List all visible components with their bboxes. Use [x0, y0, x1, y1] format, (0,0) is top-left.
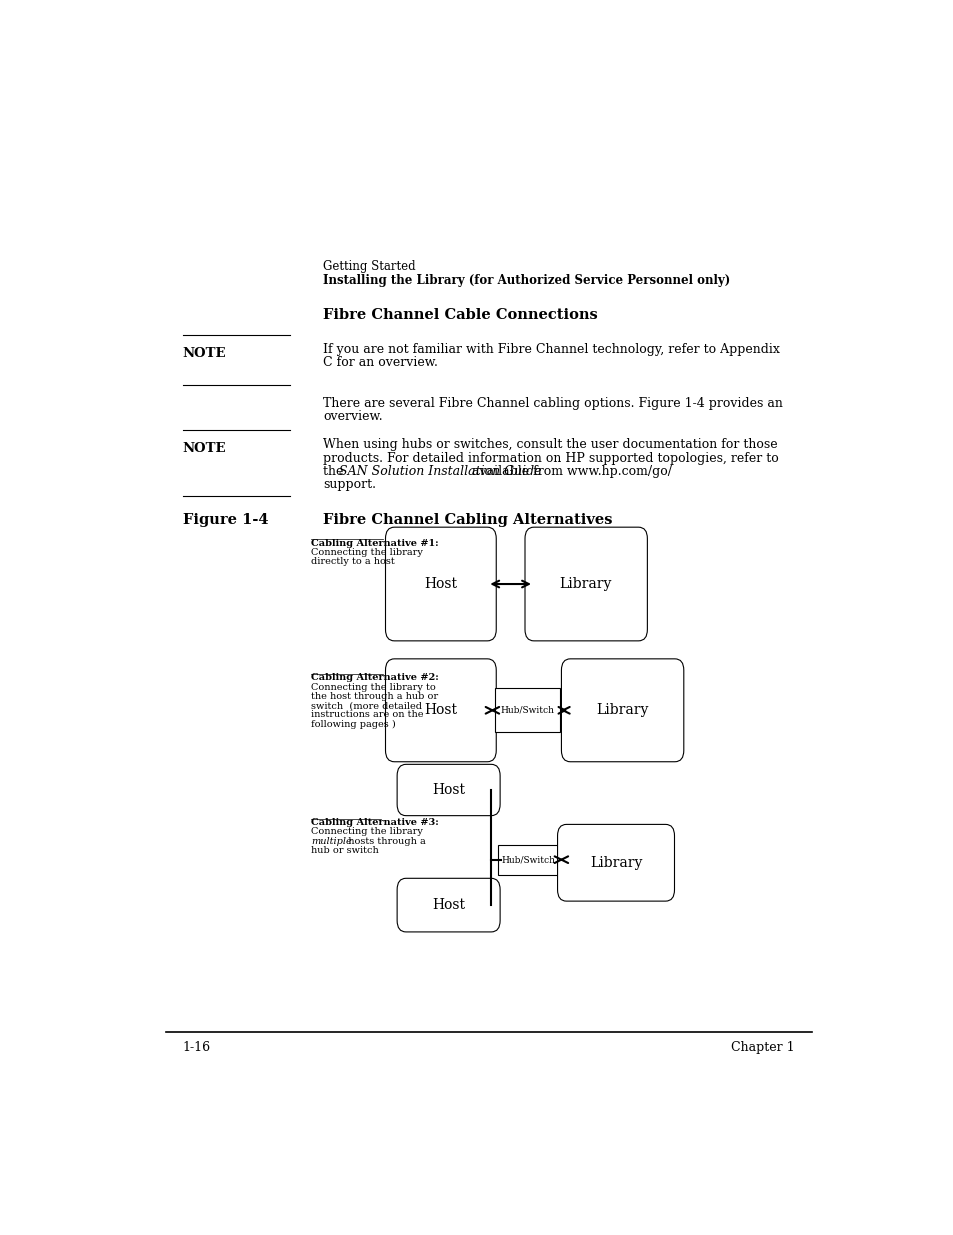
Text: Host: Host [432, 898, 465, 913]
FancyBboxPatch shape [385, 658, 496, 762]
Text: Chapter 1: Chapter 1 [731, 1041, 794, 1055]
FancyBboxPatch shape [524, 527, 647, 641]
Text: directly to a host: directly to a host [311, 557, 395, 566]
Text: Connecting the library: Connecting the library [311, 827, 423, 836]
Text: Host: Host [424, 577, 456, 592]
Text: Cabling Alternative #1:: Cabling Alternative #1: [311, 538, 438, 547]
Text: Cabling Alternative #2:: Cabling Alternative #2: [311, 673, 438, 683]
FancyBboxPatch shape [560, 658, 683, 762]
Text: Hub/Switch: Hub/Switch [501, 855, 555, 864]
FancyBboxPatch shape [495, 688, 559, 732]
Text: the host through a hub or: the host through a hub or [311, 692, 438, 700]
Text: switch  (more detailed: switch (more detailed [311, 701, 422, 710]
Text: SAN Solution Installation Guide: SAN Solution Installation Guide [338, 464, 540, 478]
Text: hosts through a: hosts through a [342, 836, 426, 846]
Text: Library: Library [596, 703, 648, 718]
Text: overview.: overview. [323, 410, 382, 424]
Text: When using hubs or switches, consult the user documentation for those: When using hubs or switches, consult the… [323, 438, 777, 452]
Text: support.: support. [323, 478, 375, 490]
Text: C for an overview.: C for an overview. [323, 356, 437, 369]
Text: If you are not familiar with Fibre Channel technology, refer to Appendix: If you are not familiar with Fibre Chann… [323, 343, 780, 356]
Text: instructions are on the: instructions are on the [311, 710, 423, 719]
FancyBboxPatch shape [497, 845, 558, 874]
Text: the: the [323, 464, 347, 478]
Text: There are several Fibre Channel cabling options. Figure 1-4 provides an: There are several Fibre Channel cabling … [323, 396, 782, 410]
Text: Library: Library [559, 577, 611, 592]
Text: Getting Started: Getting Started [323, 259, 416, 273]
Text: Library: Library [589, 856, 641, 869]
Text: Connecting the library: Connecting the library [311, 548, 423, 557]
Text: hub or switch: hub or switch [311, 846, 378, 855]
FancyBboxPatch shape [385, 527, 496, 641]
Text: Hub/Switch: Hub/Switch [500, 705, 554, 715]
FancyBboxPatch shape [396, 764, 499, 815]
Text: NOTE: NOTE [183, 347, 226, 359]
Text: Figure 1-4: Figure 1-4 [183, 514, 268, 527]
Text: 1-16: 1-16 [183, 1041, 211, 1055]
Text: products. For detailed information on HP supported topologies, refer to: products. For detailed information on HP… [323, 452, 778, 464]
FancyBboxPatch shape [396, 878, 499, 932]
Text: Host: Host [424, 703, 456, 718]
Text: Connecting the library to: Connecting the library to [311, 683, 436, 692]
Text: NOTE: NOTE [183, 442, 226, 454]
Text: Fibre Channel Cable Connections: Fibre Channel Cable Connections [323, 309, 598, 322]
FancyBboxPatch shape [557, 825, 674, 902]
Text: Host: Host [432, 783, 465, 797]
Text: multiple: multiple [311, 836, 352, 846]
Text: Installing the Library (for Authorized Service Personnel only): Installing the Library (for Authorized S… [323, 274, 730, 287]
Text: Fibre Channel Cabling Alternatives: Fibre Channel Cabling Alternatives [323, 514, 612, 527]
Text: Cabling Alternative #3:: Cabling Alternative #3: [311, 818, 438, 827]
Text: following pages ): following pages ) [311, 720, 395, 729]
Text: available from www.hp.com/go/: available from www.hp.com/go/ [468, 464, 671, 478]
